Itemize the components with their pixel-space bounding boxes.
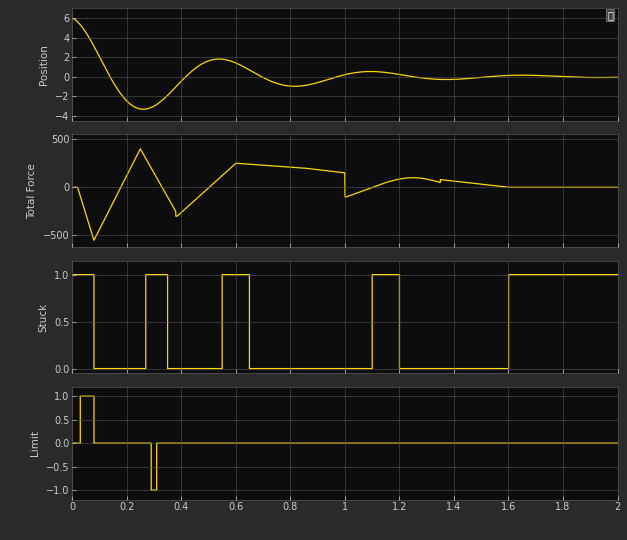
- Y-axis label: Position: Position: [40, 44, 50, 85]
- Text: ⬜: ⬜: [608, 10, 613, 20]
- Y-axis label: Limit: Limit: [30, 430, 40, 456]
- Y-axis label: Total Force: Total Force: [27, 163, 37, 219]
- Y-axis label: Stuck: Stuck: [38, 302, 48, 332]
